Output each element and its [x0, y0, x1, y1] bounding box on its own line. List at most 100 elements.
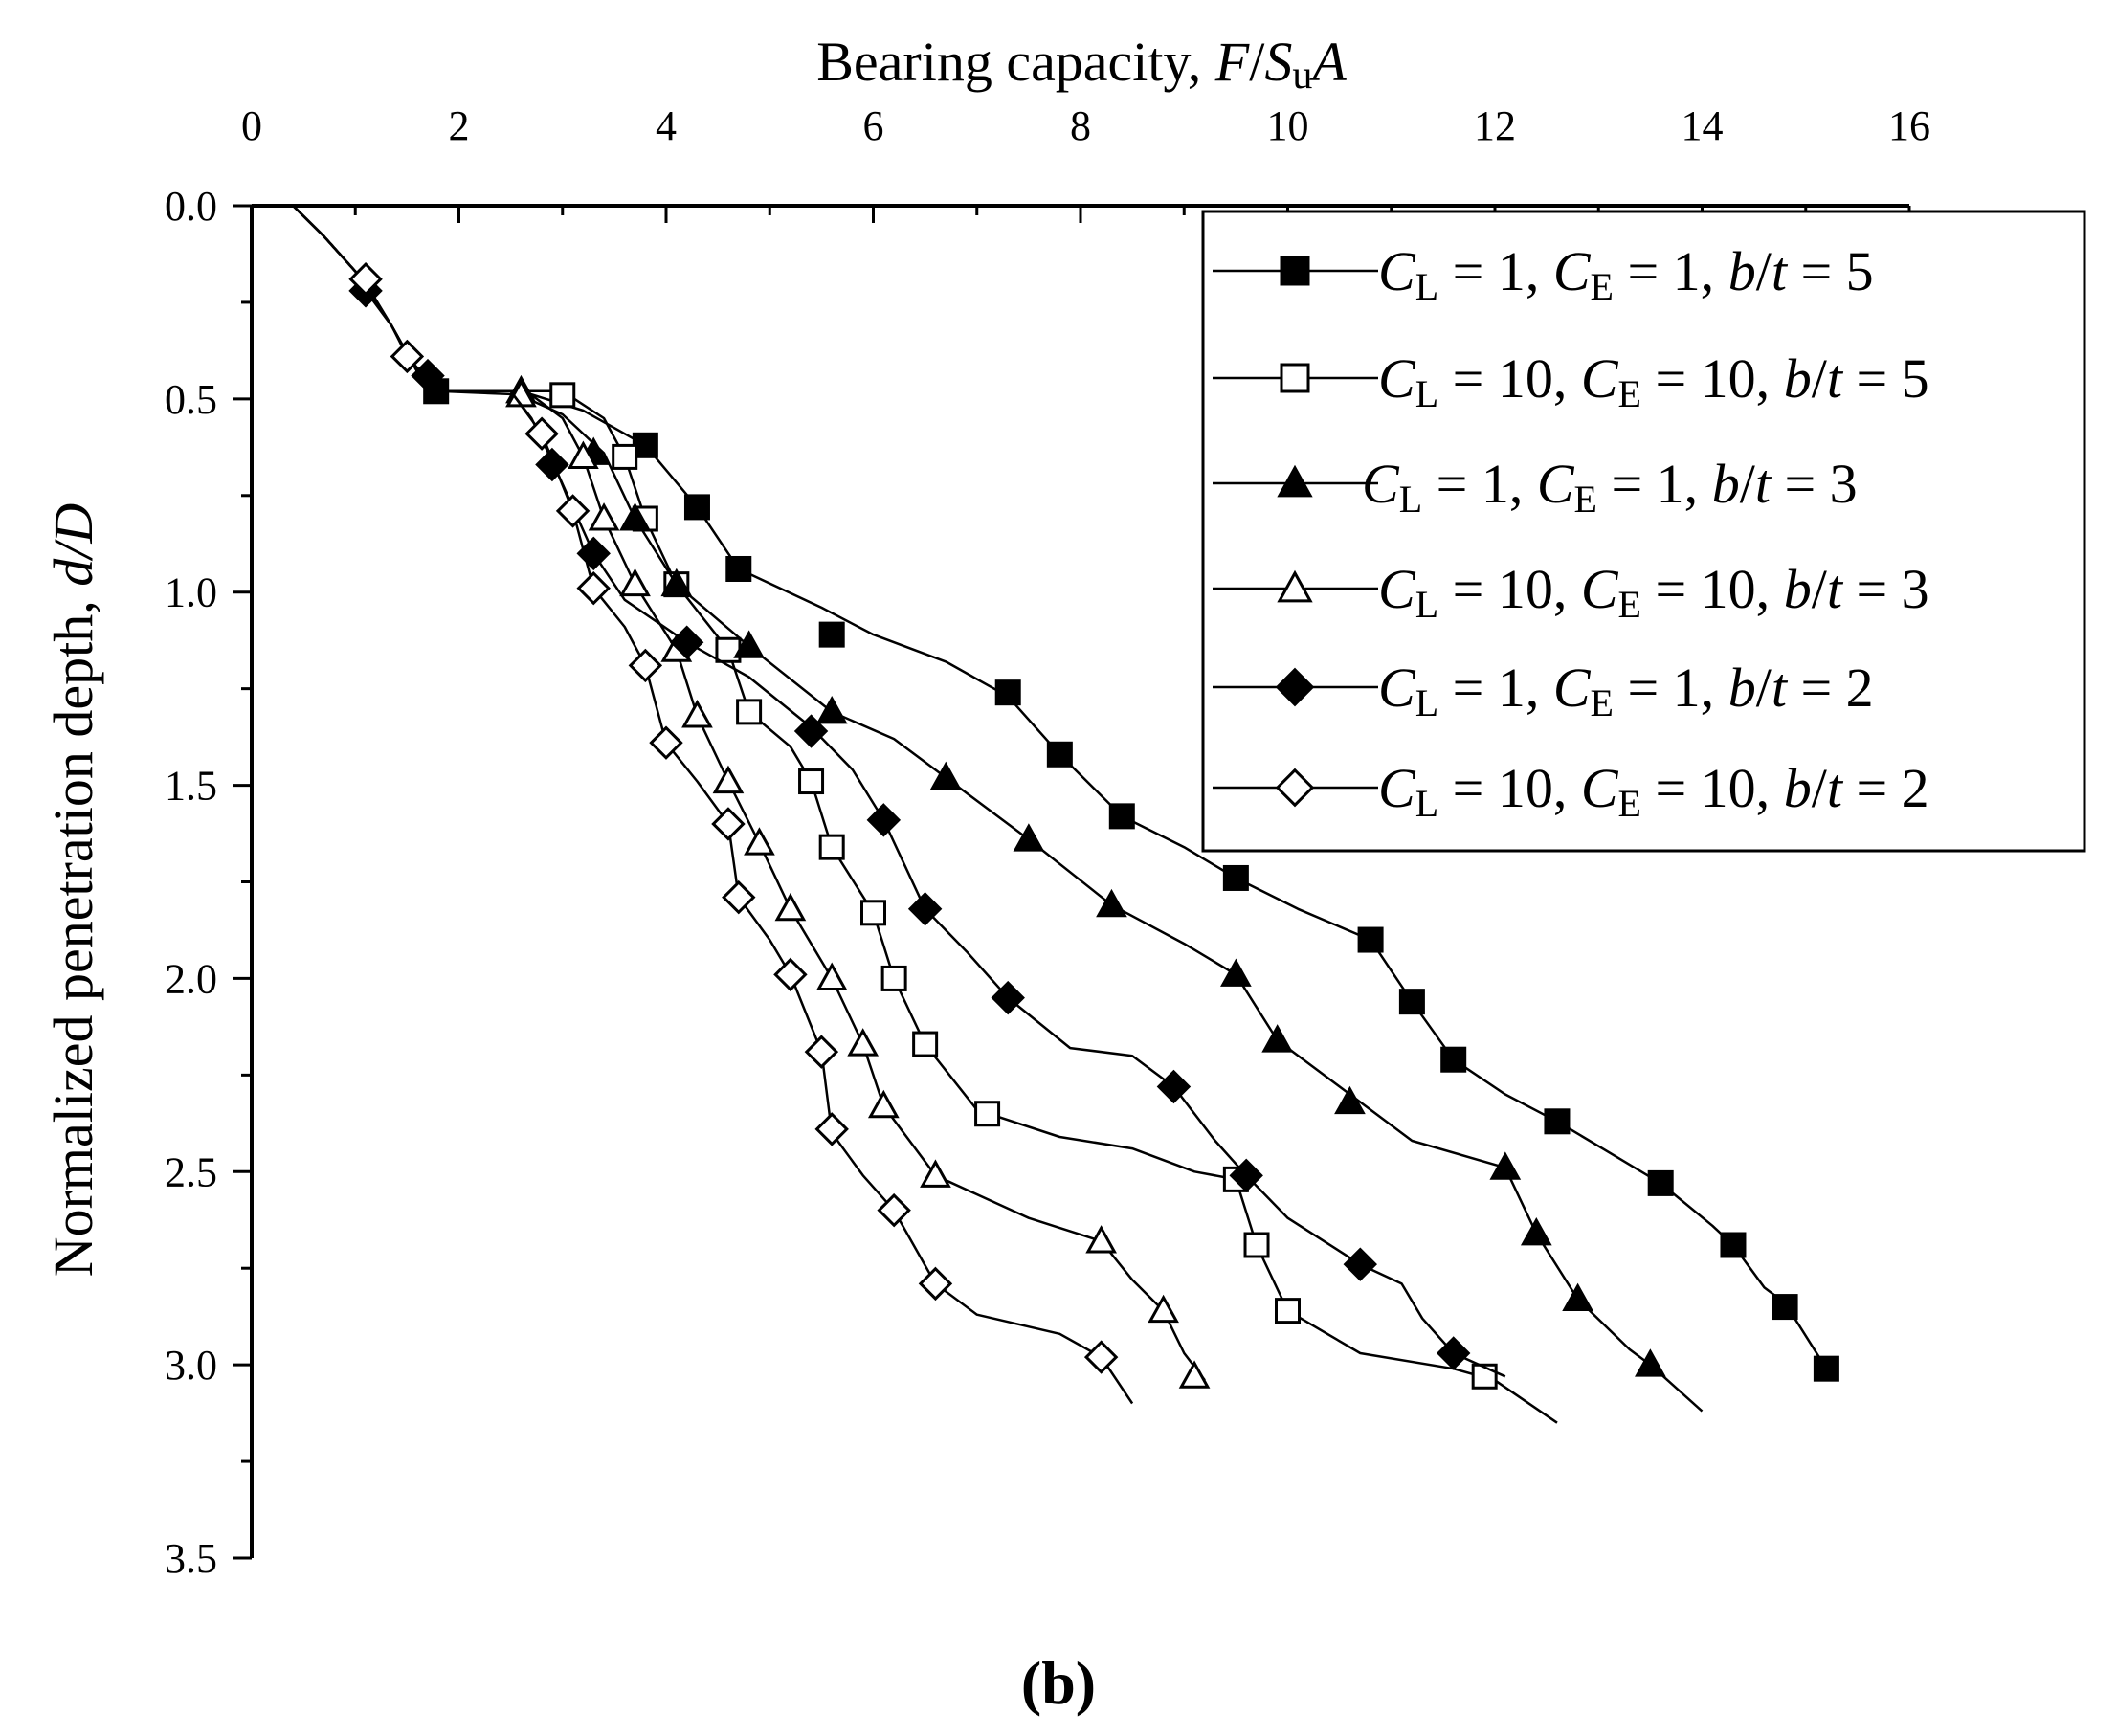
- data-point: [1813, 1355, 1839, 1382]
- y-tick-label: 2.5: [165, 1148, 217, 1195]
- data-point: [991, 980, 1025, 1015]
- legend-entry: CL = 10, CE = 10, b/t = 5: [1213, 347, 1929, 415]
- data-point: [815, 962, 848, 990]
- data-point: [880, 965, 907, 991]
- legend-entry: CL = 1, CE = 1, b/t = 5: [1213, 240, 1874, 308]
- data-point: [920, 1159, 951, 1188]
- data-point: [669, 625, 704, 659]
- x-tick-label: 2: [449, 102, 470, 149]
- y-tick-label: 3.0: [165, 1342, 217, 1389]
- data-point: [1148, 1294, 1179, 1324]
- data-point: [722, 879, 756, 915]
- series-5: [252, 204, 1506, 1378]
- legend: CL = 1, CE = 1, b/t = 5 CL = 10, CE = 10,…: [1201, 210, 2086, 853]
- legend-entry: CL = 10, CE = 10, b/t = 2: [1213, 757, 1929, 825]
- legend-marker: [1277, 464, 1313, 498]
- data-point: [1635, 1348, 1666, 1377]
- legend-marker: [1275, 768, 1315, 808]
- data-point: [1357, 926, 1384, 953]
- legend-label: CL = 10, CE = 10, b/t = 3: [1378, 558, 1929, 626]
- data-point: [860, 900, 886, 926]
- data-point: [628, 648, 663, 683]
- data-point: [576, 570, 611, 606]
- data-point: [1222, 864, 1249, 891]
- data-point: [1440, 1046, 1467, 1073]
- data-point: [535, 447, 569, 482]
- data-point: [1096, 888, 1127, 918]
- data-point: [744, 827, 775, 856]
- data-point: [1520, 1216, 1552, 1246]
- y-tick-label: 1.0: [165, 569, 217, 616]
- legend-label: CL = 10, CE = 10, b/t = 2: [1378, 757, 1929, 825]
- data-point: [588, 502, 620, 531]
- series-6: [252, 204, 1134, 1405]
- x-axis-title: Bearing capacity, F/SuA: [816, 31, 1347, 98]
- data-point: [524, 416, 559, 451]
- x-tick-label: 14: [1682, 102, 1724, 149]
- data-point: [348, 261, 383, 297]
- legend-marker: [1280, 363, 1310, 393]
- x-tick-label: 8: [1070, 102, 1091, 149]
- data-point: [1108, 803, 1135, 830]
- legend-entry: CL = 1, CE = 1, b/t = 2: [1213, 657, 1874, 724]
- data-point: [1471, 1363, 1498, 1390]
- x-tick-label: 16: [1888, 102, 1930, 149]
- data-point: [1334, 1085, 1366, 1115]
- data-point: [929, 761, 962, 790]
- axes: 0 2 4 6 8 10 12 14 16 0.0 0.5 1.0 1.5 2.0 2.5 3.0 3.5: [165, 102, 1930, 1582]
- data-point: [847, 1028, 880, 1057]
- data-point: [773, 957, 808, 992]
- data-point: [804, 1035, 839, 1069]
- data-point: [1046, 741, 1073, 768]
- data-point: [1013, 823, 1045, 852]
- data-point: [711, 807, 746, 841]
- data-point: [815, 695, 848, 724]
- legend-box: [1201, 210, 2086, 853]
- data-point: [712, 765, 745, 794]
- data-point: [866, 803, 902, 837]
- data-point: [877, 1192, 911, 1228]
- data-point: [681, 700, 713, 728]
- data-point: [568, 440, 599, 469]
- series-layer: [252, 204, 1839, 1424]
- data-point: [867, 1089, 900, 1119]
- data-point: [1178, 1360, 1211, 1389]
- data-point: [1720, 1232, 1747, 1258]
- data-point: [612, 443, 638, 470]
- data-point: [1275, 1298, 1301, 1324]
- x-tick-label: 12: [1474, 102, 1516, 149]
- data-point: [994, 679, 1021, 706]
- data-point: [1647, 1169, 1674, 1196]
- data-point: [974, 1101, 1001, 1127]
- y-tick-label: 0.0: [165, 183, 217, 230]
- x-tick-label: 6: [863, 102, 884, 149]
- x-tick-label: 10: [1267, 102, 1309, 149]
- legend-label: CL = 1, CE = 1, b/t = 3: [1362, 453, 1858, 521]
- x-tick-label: 0: [241, 102, 262, 149]
- data-point: [683, 494, 710, 521]
- y-axis-title: Normalized penetration depth, d/D: [42, 503, 104, 1278]
- data-point: [1398, 989, 1425, 1015]
- data-point: [1436, 1336, 1471, 1370]
- data-point: [1085, 1225, 1117, 1254]
- data-point: [619, 568, 651, 597]
- data-point: [1083, 1340, 1119, 1374]
- data-point: [390, 339, 425, 374]
- data-point: [555, 494, 591, 528]
- series-4: [252, 204, 1211, 1389]
- legend-label: CL = 1, CE = 1, b/t = 5: [1378, 240, 1874, 308]
- data-point: [1489, 1151, 1522, 1180]
- data-point: [660, 568, 693, 597]
- y-tick-label: 3.5: [165, 1535, 217, 1582]
- data-point: [818, 621, 845, 648]
- data-point: [1772, 1294, 1798, 1321]
- data-point: [411, 358, 445, 393]
- data-point: [918, 1266, 953, 1302]
- data-point: [549, 382, 576, 409]
- data-point: [1343, 1247, 1377, 1281]
- data-point: [818, 834, 845, 860]
- data-point: [733, 630, 765, 658]
- data-point: [793, 714, 829, 748]
- data-point: [798, 768, 825, 795]
